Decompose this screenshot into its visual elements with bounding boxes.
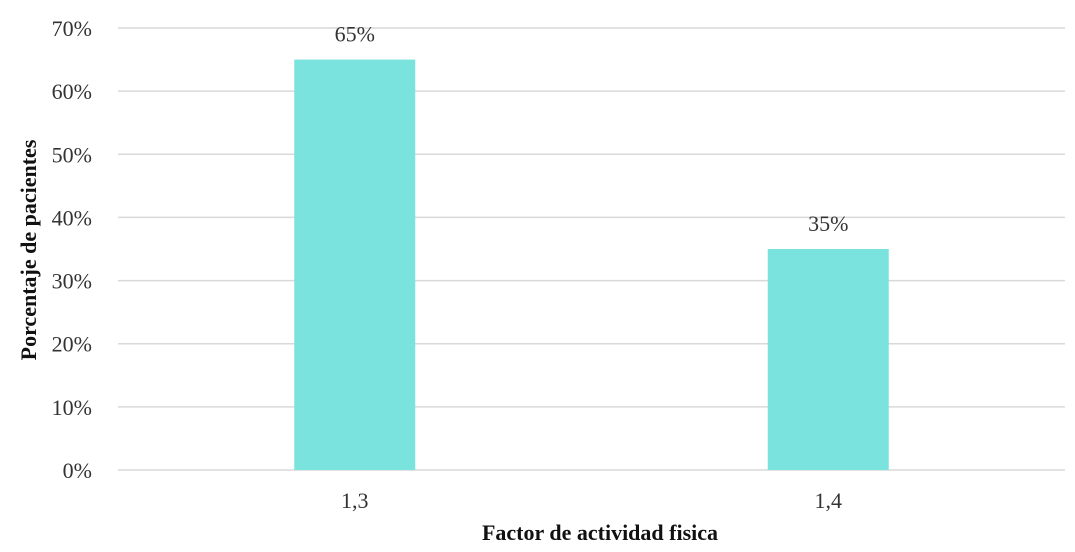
y-tick-label: 60% (52, 79, 92, 104)
bar (294, 59, 416, 470)
y-tick-label: 0% (63, 458, 92, 483)
y-tick-label: 50% (52, 142, 92, 167)
y-tick-label: 30% (52, 269, 92, 294)
y-tick-label: 20% (52, 332, 92, 357)
y-tick-labels: 0% 10% 20% 30% 40% 50% 60% 70% (52, 16, 92, 483)
x-tick-labels: 1,3 1,4 (341, 488, 842, 513)
y-tick-label: 40% (52, 205, 92, 230)
x-tick-label: 1,3 (341, 488, 369, 513)
y-tick-label: 10% (52, 395, 92, 420)
gridlines (118, 27, 1065, 471)
data-labels: 65% 35% (335, 22, 849, 236)
bars (294, 59, 889, 470)
data-label: 65% (335, 22, 375, 47)
y-tick-label: 70% (52, 16, 92, 41)
y-axis-title: Porcentaje de pacientes (16, 139, 41, 360)
bar (767, 249, 889, 470)
x-axis-title: Factor de actividad fisica (482, 520, 718, 545)
x-tick-label: 1,4 (815, 488, 843, 513)
data-label: 35% (808, 211, 848, 236)
